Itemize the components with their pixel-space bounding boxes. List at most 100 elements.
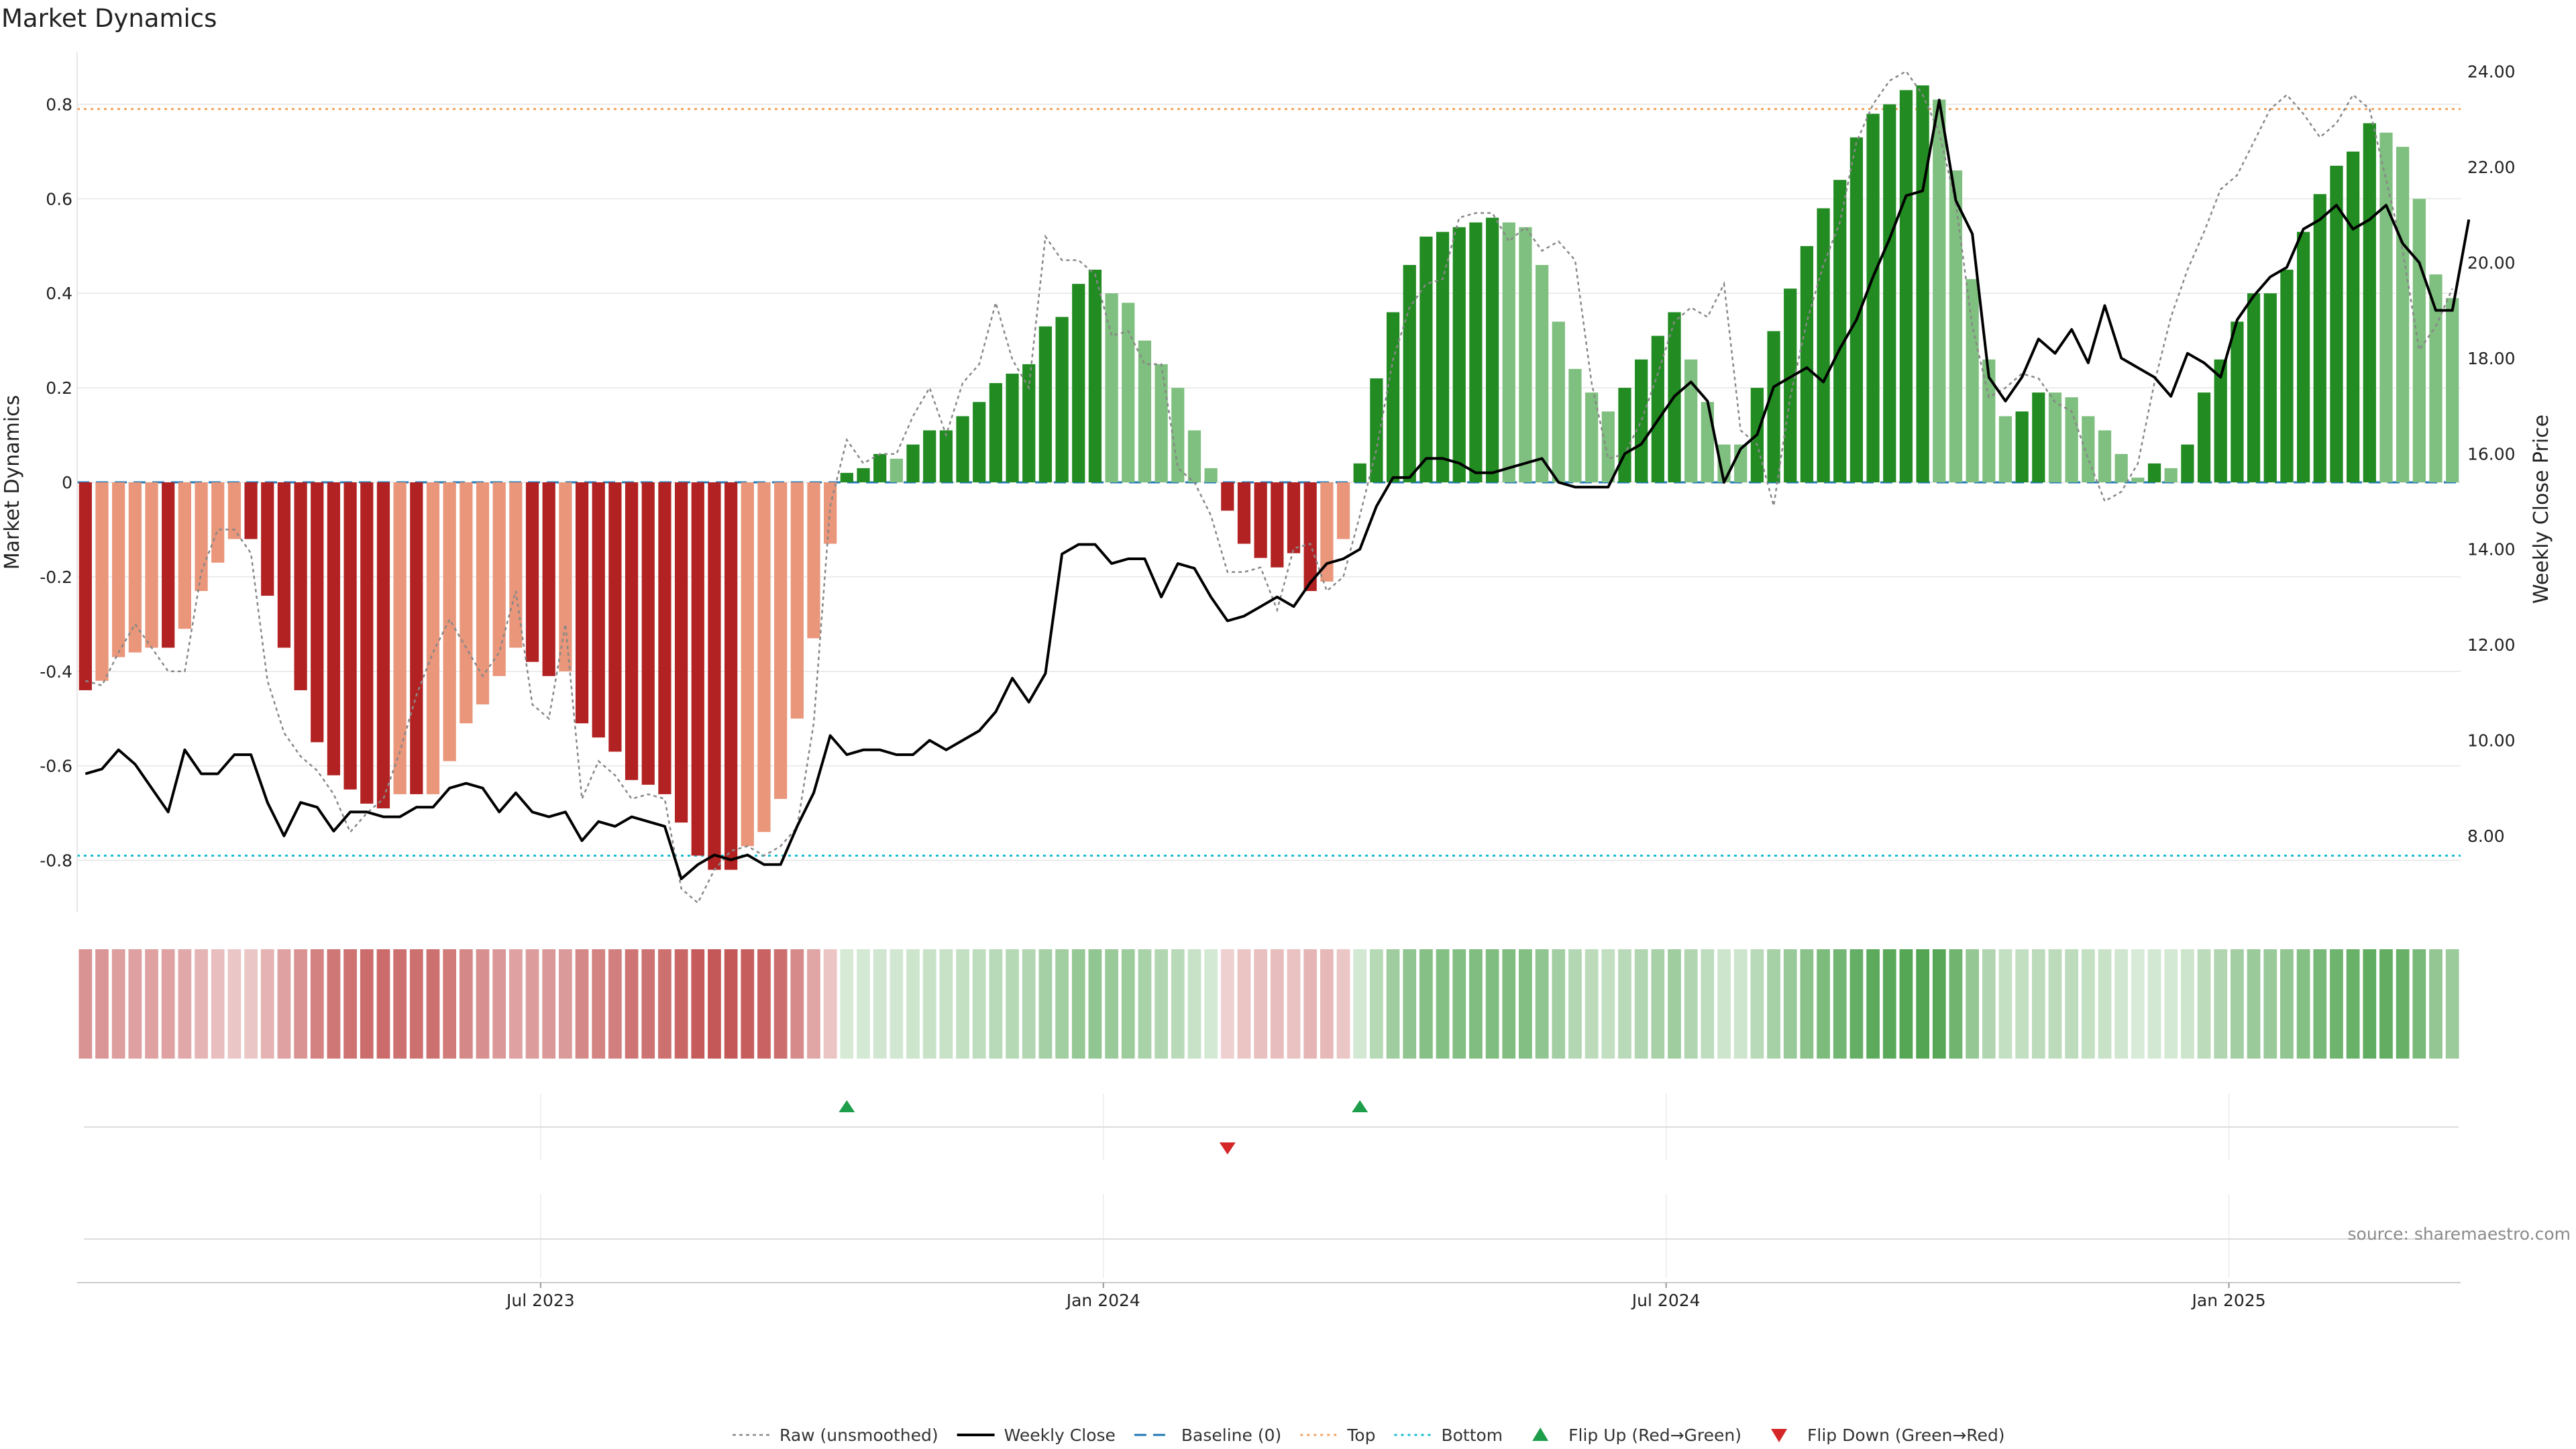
- heatmap-cell: [1254, 949, 1268, 1059]
- dynamics-bar: [1784, 288, 1797, 482]
- dynamics-bar: [2346, 151, 2360, 482]
- y-tick-label: -0.6: [40, 757, 72, 776]
- heatmap-cell: [691, 949, 705, 1059]
- heatmap-cell: [393, 949, 407, 1059]
- dynamics-bar: [1436, 231, 1450, 482]
- dynamics-bar: [1221, 482, 1234, 511]
- heatmap-cell: [2313, 949, 2327, 1059]
- dynamics-bar: [2181, 444, 2194, 482]
- heatmap-cell: [1767, 949, 1780, 1059]
- dynamics-bar: [277, 482, 291, 648]
- heatmap-cell: [459, 949, 473, 1059]
- dynamics-bar: [1684, 359, 1698, 482]
- dynamics-bar: [2296, 231, 2310, 482]
- dynamics-bar: [1138, 340, 1152, 482]
- heatmap-cell: [1932, 949, 1946, 1059]
- legend-label: Top: [1346, 1426, 1375, 1445]
- legend-label: Flip Down (Green→Red): [1807, 1426, 2005, 1445]
- heatmap-cell: [1916, 949, 1929, 1059]
- y2-tick-label: 24.00: [2467, 62, 2516, 81]
- heatmap-cell: [2031, 949, 2045, 1059]
- heatmap-cell: [161, 949, 175, 1059]
- heatmap-cell: [1237, 949, 1251, 1059]
- line-series: [85, 70, 2471, 904]
- heatmap-cell: [2114, 949, 2129, 1059]
- heatmap-cell: [1336, 949, 1350, 1059]
- y2-tick-label: 8.00: [2467, 826, 2505, 846]
- dynamics-bar: [2280, 270, 2294, 482]
- dynamics-bar: [261, 482, 274, 596]
- heatmap-cell: [890, 949, 904, 1059]
- dynamics-bar: [1800, 246, 1814, 482]
- dynamics-bar: [195, 482, 208, 592]
- dynamics-bar: [1618, 388, 1631, 482]
- dynamics-bar: [708, 482, 721, 870]
- heatmap-cell: [592, 949, 606, 1059]
- dynamics-bar: [2429, 274, 2443, 482]
- heatmap-cell: [1949, 949, 1963, 1059]
- raw-series-line: [85, 70, 2453, 904]
- dynamics-bar: [1155, 364, 1168, 482]
- dynamics-bar: [1303, 482, 1317, 592]
- dynamics-bar: [227, 482, 241, 539]
- reference-lines: [77, 108, 2461, 857]
- dynamics-bar: [2231, 321, 2244, 482]
- dynamics-bar: [608, 482, 622, 752]
- heatmap-cell: [2412, 949, 2426, 1059]
- dynamics-bar: [2032, 392, 2045, 482]
- dynamics-bar: [1187, 430, 1201, 482]
- dynamics-bar: [592, 482, 605, 738]
- dynamics-bar: [2313, 194, 2326, 482]
- heatmap-cell: [1386, 949, 1400, 1059]
- heatmap-cell: [641, 949, 655, 1059]
- heatmap-cell: [294, 949, 307, 1059]
- dynamics-bar: [1055, 317, 1069, 482]
- heatmap-cell: [1833, 949, 1847, 1059]
- heatmap-cell: [1452, 949, 1466, 1059]
- y2-tick-label: 10.00: [2467, 731, 2516, 751]
- dynamics-bar: [625, 482, 639, 780]
- y2-tick-label: 16.00: [2467, 444, 2516, 464]
- dynamics-bar: [1601, 411, 1615, 482]
- dynamics-bar: [790, 482, 804, 719]
- heatmap-cell: [1287, 949, 1301, 1059]
- y-tick-label: 0.2: [46, 378, 72, 398]
- dynamics-bar: [542, 482, 555, 676]
- flip-up-marker: [1352, 1100, 1368, 1112]
- dynamics-bar: [1006, 373, 1019, 482]
- heatmap-cell: [1270, 949, 1284, 1059]
- dynamics-bar: [2015, 411, 2029, 482]
- dynamics-bar: [906, 444, 920, 482]
- heatmap-cell: [840, 949, 854, 1059]
- heatmap-cell: [724, 949, 738, 1059]
- legend-label: Bottom: [1441, 1426, 1503, 1445]
- heatmap-cell: [2263, 949, 2277, 1059]
- heatmap-cell: [409, 949, 423, 1059]
- y2-tick-label: 14.00: [2467, 540, 2516, 559]
- heatmap-cell: [360, 949, 374, 1059]
- heatmap-cell: [939, 949, 953, 1059]
- dynamics-bar: [128, 482, 142, 653]
- dynamics-bar: [2131, 477, 2145, 482]
- dynamics-bar: [840, 472, 853, 482]
- heatmap-cell: [1370, 949, 1383, 1059]
- dynamics-bar: [824, 482, 837, 544]
- dynamics-bar: [1485, 217, 1499, 482]
- dynamics-bar: [923, 430, 936, 482]
- heatmap-cell: [1519, 949, 1532, 1059]
- dynamics-bar: [956, 416, 969, 482]
- heatmap-cell: [343, 949, 357, 1059]
- heatmap-cell: [559, 949, 572, 1059]
- dynamics-bar: [890, 458, 903, 482]
- legend-item: Raw (unsmoothed): [733, 1426, 938, 1445]
- dynamics-bar: [2379, 132, 2393, 482]
- heatmap-cell: [1353, 949, 1367, 1059]
- x-tick-label: Jan 2024: [1065, 1291, 1140, 1310]
- heatmap-cell: [1982, 949, 1996, 1059]
- y-tick-label: 0.4: [46, 284, 72, 303]
- heatmap-cell: [211, 949, 225, 1059]
- heatmap-cell: [244, 949, 258, 1059]
- dynamics-bar: [1817, 208, 1830, 482]
- dynamics-bar: [476, 482, 490, 705]
- dynamics-bar: [393, 482, 407, 794]
